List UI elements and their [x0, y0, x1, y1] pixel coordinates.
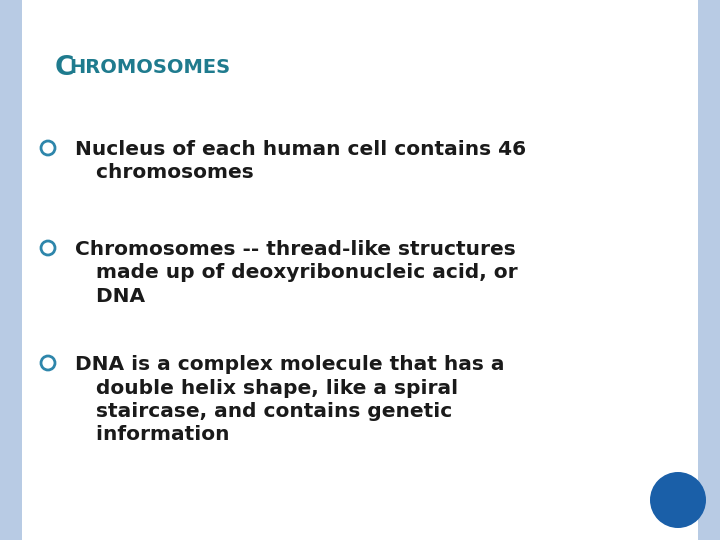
Bar — [698, 0, 720, 540]
Text: DNA is a complex molecule that has a
   double helix shape, like a spiral
   sta: DNA is a complex molecule that has a dou… — [75, 355, 505, 444]
Text: C: C — [55, 55, 74, 81]
Bar — [0, 0, 22, 540]
Circle shape — [650, 472, 706, 528]
Text: HROMOSOMES: HROMOSOMES — [69, 58, 230, 77]
Text: Nucleus of each human cell contains 46
   chromosomes: Nucleus of each human cell contains 46 c… — [75, 140, 526, 183]
Text: Chromosomes -- thread-like structures
   made up of deoxyribonucleic acid, or
  : Chromosomes -- thread-like structures ma… — [75, 240, 518, 306]
